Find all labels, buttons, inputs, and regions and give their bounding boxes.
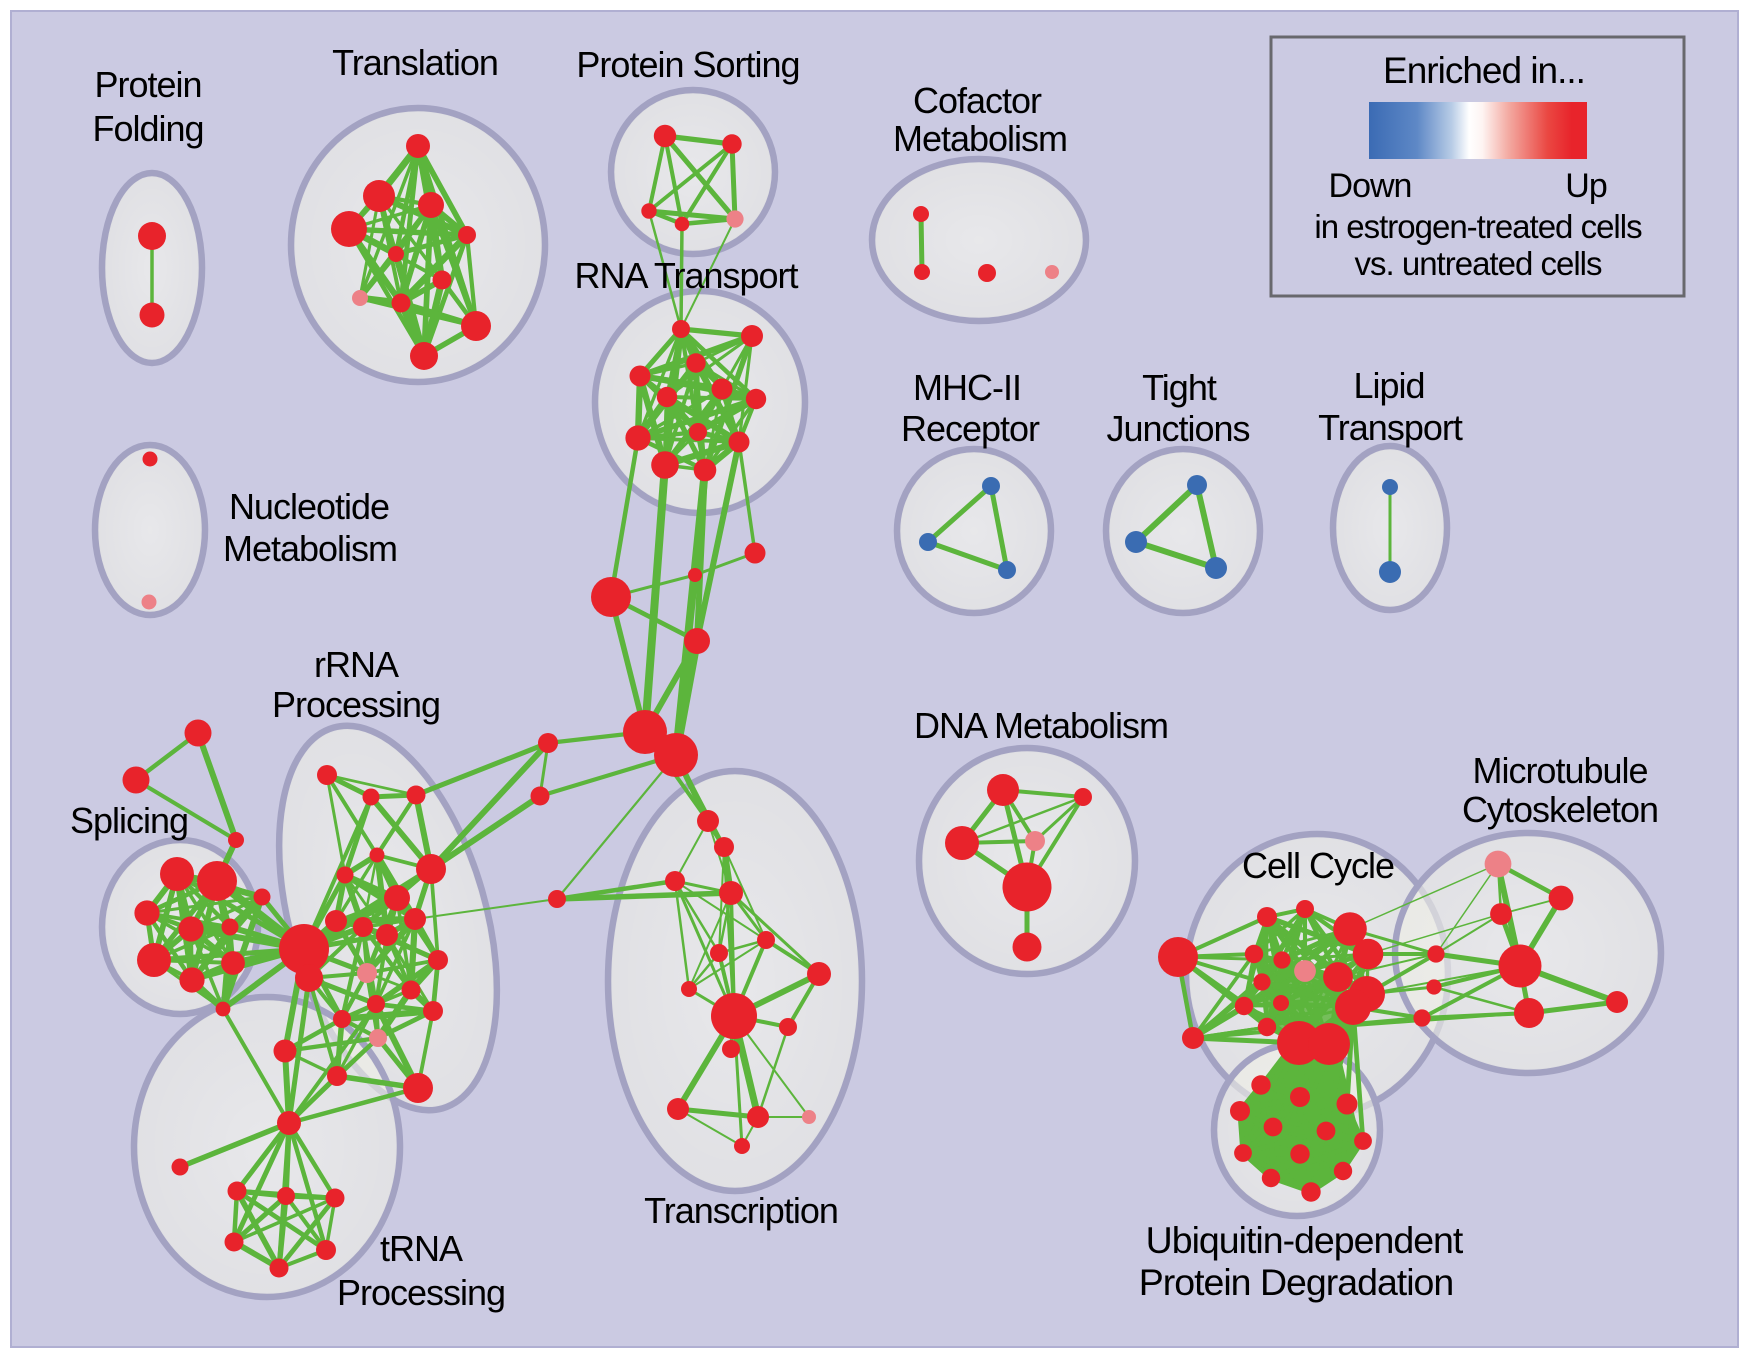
svg-text:Lipid: Lipid xyxy=(1353,365,1424,406)
svg-text:DNA Metabolism: DNA Metabolism xyxy=(914,705,1168,746)
svg-text:Metabolism: Metabolism xyxy=(893,118,1067,159)
svg-text:Cytoskeleton: Cytoskeleton xyxy=(1462,789,1658,830)
svg-text:Tight: Tight xyxy=(1142,367,1217,408)
svg-text:Transport: Transport xyxy=(1318,407,1463,448)
svg-text:Processing: Processing xyxy=(337,1272,505,1313)
svg-text:Microtubule: Microtubule xyxy=(1472,750,1647,791)
svg-text:Cofactor: Cofactor xyxy=(913,80,1042,121)
svg-text:vs. untreated cells: vs. untreated cells xyxy=(1355,245,1602,282)
svg-text:rRNA: rRNA xyxy=(314,644,399,685)
svg-text:Processing: Processing xyxy=(272,684,440,725)
svg-text:Splicing: Splicing xyxy=(70,800,188,841)
svg-text:Translation: Translation xyxy=(332,42,498,83)
svg-text:Down: Down xyxy=(1329,167,1412,205)
svg-text:in estrogen-treated cells: in estrogen-treated cells xyxy=(1314,208,1642,245)
svg-text:Junctions: Junctions xyxy=(1106,408,1249,449)
svg-text:tRNA: tRNA xyxy=(380,1228,463,1269)
svg-text:Protein: Protein xyxy=(94,64,201,105)
svg-text:MHC-II: MHC-II xyxy=(913,367,1021,408)
svg-text:Enriched in...: Enriched in... xyxy=(1383,50,1585,91)
svg-text:Metabolism: Metabolism xyxy=(223,528,397,569)
svg-text:Transcription: Transcription xyxy=(644,1190,838,1231)
svg-text:Protein Degradation: Protein Degradation xyxy=(1139,1261,1454,1303)
svg-text:Protein Sorting: Protein Sorting xyxy=(576,44,799,85)
svg-text:Nucleotide: Nucleotide xyxy=(229,486,389,527)
svg-text:Cell Cycle: Cell Cycle xyxy=(1242,845,1394,886)
svg-text:RNA Transport: RNA Transport xyxy=(574,255,798,296)
svg-text:Ubiquitin-dependent: Ubiquitin-dependent xyxy=(1146,1219,1464,1261)
svg-text:Up: Up xyxy=(1565,167,1607,205)
svg-text:Receptor: Receptor xyxy=(901,408,1040,449)
svg-text:Folding: Folding xyxy=(92,108,203,149)
